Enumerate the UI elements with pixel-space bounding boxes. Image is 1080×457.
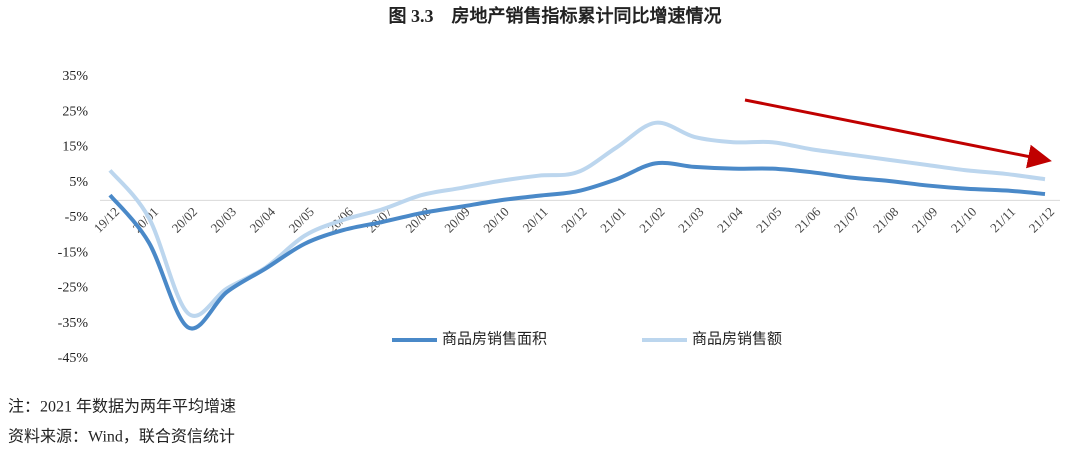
x-tick-label: 21/08 [870,204,902,236]
chart-title: 图 3.3 房地产销售指标累计同比增速情况 [389,5,722,26]
legend-label: 商品房销售额 [692,330,782,347]
x-tick-label: 21/11 [987,204,1018,235]
x-tick-label: 20/10 [480,204,512,236]
x-tick-label: 21/03 [675,204,707,236]
x-tick-label: 21/09 [909,204,941,236]
y-tick-label: 5% [69,175,88,190]
x-tick-label: 21/02 [636,204,668,236]
x-tick-label: 21/06 [792,204,824,236]
x-tick-label: 21/07 [831,204,863,236]
x-tick-label: 20/08 [402,204,434,236]
y-tick-label: 35% [62,69,88,84]
y-tick-label: -45% [58,351,89,366]
note: 注：2021 年数据为两年平均增速 [8,398,236,416]
x-tick-label: 21/05 [753,204,785,236]
line [108,160,1046,331]
x-tick-label: 21/04 [714,204,746,236]
y-tick-label: -25% [58,281,89,296]
x-tick-label: 21/10 [948,204,980,236]
x-tick-label: 20/02 [169,204,201,236]
y-tick-label: -35% [58,316,89,331]
y-tick-label: 25% [62,104,88,119]
y-tick-label: -15% [58,245,89,260]
x-tick-label: 20/12 [558,204,590,236]
source: 资料来源：Wind，联合资信统计 [8,428,235,446]
legend-label: 商品房销售面积 [442,330,547,347]
x-tick-label: 20/11 [520,204,551,235]
x-tick-label: 20/04 [247,204,279,236]
trend-arrow [744,98,1052,169]
y-tick-label: -5% [65,210,89,225]
x-tick-label: 21/01 [597,204,629,236]
y-tick-label: 15% [62,140,88,155]
x-tick-label: 19/12 [91,204,123,236]
x-tick-label: 20/03 [208,204,240,236]
x-tick-label: 21/12 [1026,204,1058,236]
